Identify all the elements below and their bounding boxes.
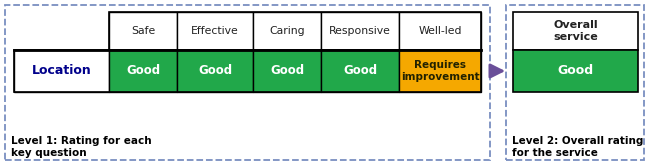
- Bar: [253, 12, 321, 50]
- Text: Safe: Safe: [131, 26, 155, 36]
- Text: Good: Good: [270, 65, 304, 78]
- Bar: [177, 12, 253, 50]
- Bar: [513, 50, 638, 92]
- Text: Caring: Caring: [269, 26, 305, 36]
- Bar: [14, 50, 481, 92]
- Bar: [253, 50, 321, 92]
- Text: Requires
improvement: Requires improvement: [400, 60, 480, 82]
- Text: Good: Good: [126, 65, 160, 78]
- Bar: [399, 50, 481, 92]
- Text: Effective: Effective: [191, 26, 239, 36]
- Text: Level 1: Rating for each
key question: Level 1: Rating for each key question: [11, 136, 152, 158]
- Bar: [5, 5, 490, 160]
- Bar: [399, 12, 481, 50]
- Bar: [109, 50, 177, 92]
- Bar: [321, 50, 399, 92]
- Bar: [177, 50, 253, 92]
- Text: Responsive: Responsive: [329, 26, 391, 36]
- Bar: [513, 12, 638, 50]
- Bar: [321, 12, 399, 50]
- Bar: [14, 50, 109, 92]
- Text: Well-led: Well-led: [418, 26, 461, 36]
- Text: Good: Good: [557, 65, 594, 78]
- Text: Good: Good: [198, 65, 232, 78]
- Text: Overall
service: Overall service: [553, 20, 598, 42]
- Text: Good: Good: [343, 65, 377, 78]
- Text: Location: Location: [32, 65, 92, 78]
- Bar: [109, 12, 481, 50]
- Bar: [109, 12, 177, 50]
- Text: Level 2: Overall rating
for the service: Level 2: Overall rating for the service: [512, 136, 643, 158]
- Bar: [506, 5, 644, 160]
